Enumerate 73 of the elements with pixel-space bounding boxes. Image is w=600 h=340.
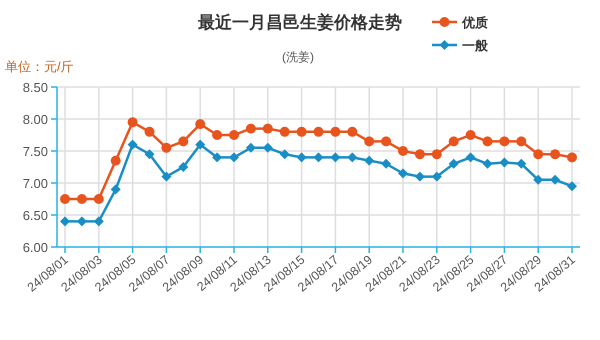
point — [246, 124, 256, 134]
point — [482, 158, 492, 169]
point — [398, 146, 408, 156]
y-tick-label: 7.50 — [22, 144, 48, 159]
y-tick-label: 7.00 — [22, 176, 48, 191]
chart-title: 最近一月昌邑生姜价格走势 — [197, 12, 402, 32]
chart-subtitle: (洗姜) — [282, 50, 314, 64]
point — [314, 152, 324, 162]
point — [516, 158, 526, 169]
point — [567, 152, 577, 162]
point — [280, 126, 290, 137]
point — [76, 216, 87, 226]
point — [76, 194, 87, 204]
point — [381, 158, 392, 169]
point — [432, 149, 442, 160]
y-tick-label: 6.50 — [22, 208, 48, 223]
legend-label: 优质 — [461, 15, 488, 30]
point — [314, 126, 324, 137]
point — [280, 149, 290, 160]
point — [448, 136, 459, 146]
point — [533, 174, 544, 185]
point — [161, 172, 172, 182]
point — [110, 184, 121, 194]
point — [499, 136, 510, 146]
point — [262, 124, 273, 134]
legend-label: 一般 — [462, 38, 489, 53]
point — [516, 136, 526, 146]
point — [246, 142, 256, 153]
point — [94, 194, 104, 204]
point — [330, 152, 340, 162]
point — [550, 149, 560, 160]
point — [567, 181, 577, 192]
point — [533, 149, 544, 160]
point — [296, 152, 307, 162]
point — [262, 142, 273, 153]
point — [60, 194, 70, 204]
point — [499, 158, 510, 168]
point — [144, 126, 154, 137]
point — [195, 119, 206, 130]
point — [110, 156, 121, 166]
point — [94, 216, 104, 226]
point — [195, 140, 206, 150]
point — [347, 126, 358, 137]
point — [482, 136, 492, 146]
y-tick-label: 8.50 — [22, 80, 48, 95]
point — [414, 172, 425, 182]
point — [466, 152, 476, 162]
point — [466, 130, 476, 140]
point — [229, 152, 239, 162]
point — [178, 162, 188, 172]
point — [60, 216, 70, 226]
point — [128, 117, 138, 128]
y-tick-label: 8.00 — [22, 112, 48, 127]
point — [347, 152, 358, 162]
point — [212, 130, 222, 140]
point — [178, 136, 188, 146]
point — [398, 168, 408, 178]
y-axis-title: 单位：元/斤 — [5, 59, 74, 74]
point — [330, 126, 340, 137]
point — [229, 130, 239, 140]
point — [128, 140, 138, 150]
point — [364, 136, 374, 146]
point — [364, 156, 374, 166]
y-tick-label: 6.00 — [22, 240, 48, 255]
point — [296, 126, 307, 137]
point — [161, 142, 172, 153]
point — [414, 149, 425, 160]
point — [212, 152, 222, 162]
point — [144, 149, 154, 160]
point — [550, 174, 560, 185]
point — [432, 172, 442, 182]
point — [381, 136, 392, 146]
point — [448, 158, 459, 169]
